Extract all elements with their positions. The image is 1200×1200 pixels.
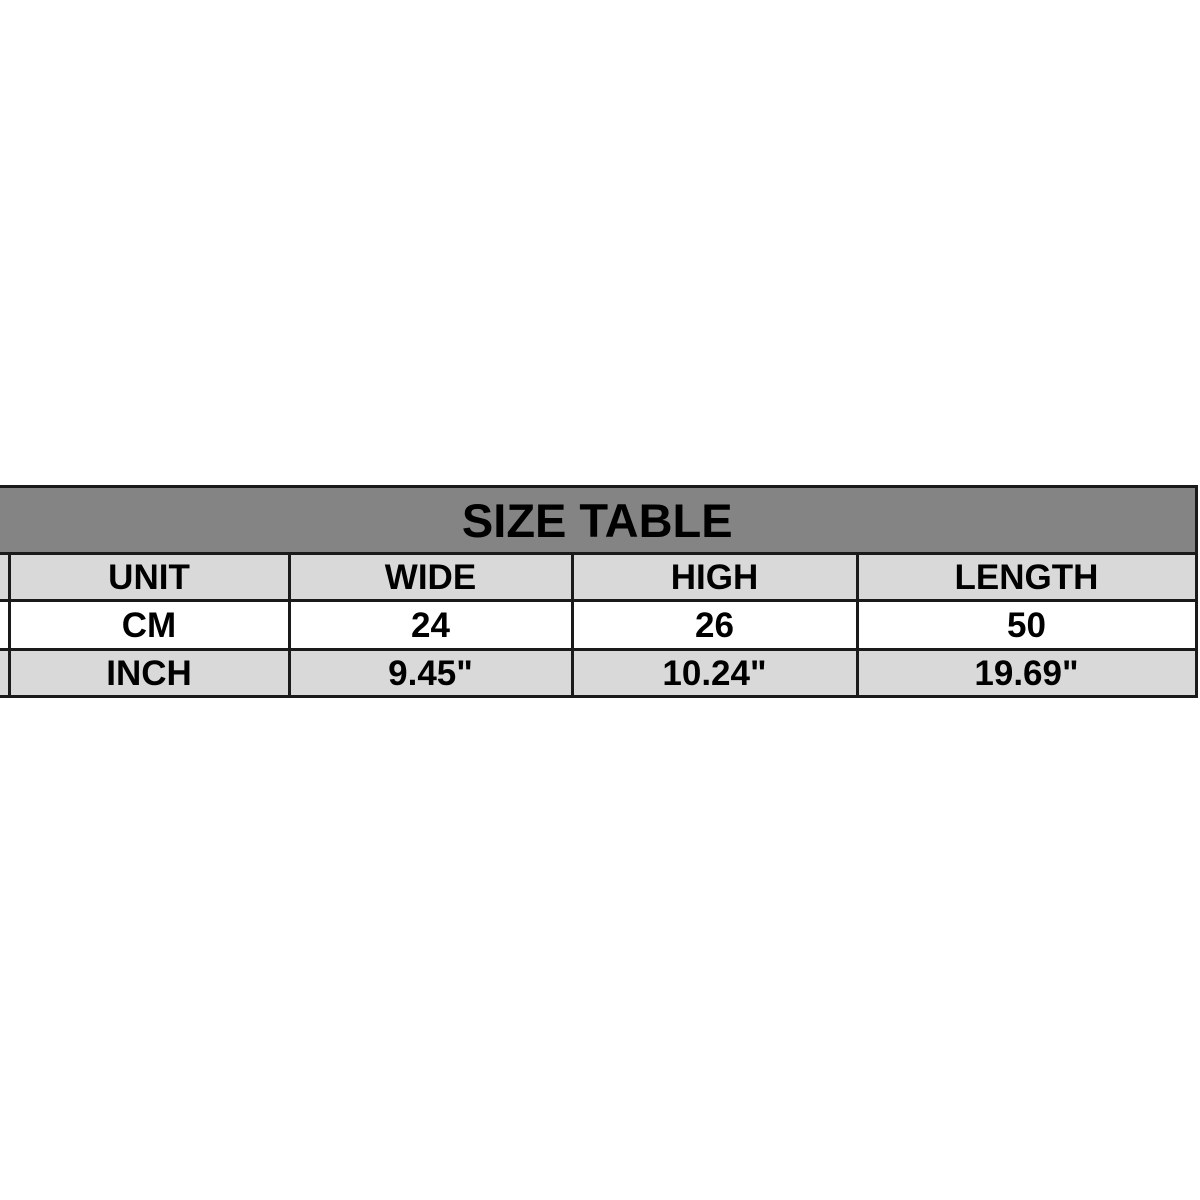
cell-cm-wide: 24 <box>287 599 574 651</box>
cell-inch-length: 19.69" <box>855 648 1198 698</box>
header-cell-unit: UNIT <box>7 552 291 602</box>
header-cell-high: HIGH <box>570 552 859 602</box>
header-row: UNIT WIDE HIGH LENGTH <box>0 552 1198 602</box>
table-row-inch: INCH 9.45" 10.24" 19.69" <box>0 648 1198 698</box>
cell-inch-wide: 9.45" <box>287 648 574 698</box>
header-cell-length: LENGTH <box>855 552 1198 602</box>
cut-column-cell <box>0 599 11 651</box>
size-table: SIZE TABLE UNIT WIDE HIGH LENGTH CM 24 2… <box>0 485 1198 698</box>
header-cell-wide: WIDE <box>287 552 574 602</box>
cell-inch-unit: INCH <box>7 648 291 698</box>
table-row-cm: CM 24 26 50 <box>0 599 1198 651</box>
cell-cm-unit: CM <box>7 599 291 651</box>
cell-inch-high: 10.24" <box>570 648 859 698</box>
cut-column-cell <box>0 648 11 698</box>
table-title: SIZE TABLE <box>0 485 1198 555</box>
cut-column-cell <box>0 552 11 602</box>
cell-cm-length: 50 <box>855 599 1198 651</box>
cell-cm-high: 26 <box>570 599 859 651</box>
title-row: SIZE TABLE <box>0 485 1198 555</box>
